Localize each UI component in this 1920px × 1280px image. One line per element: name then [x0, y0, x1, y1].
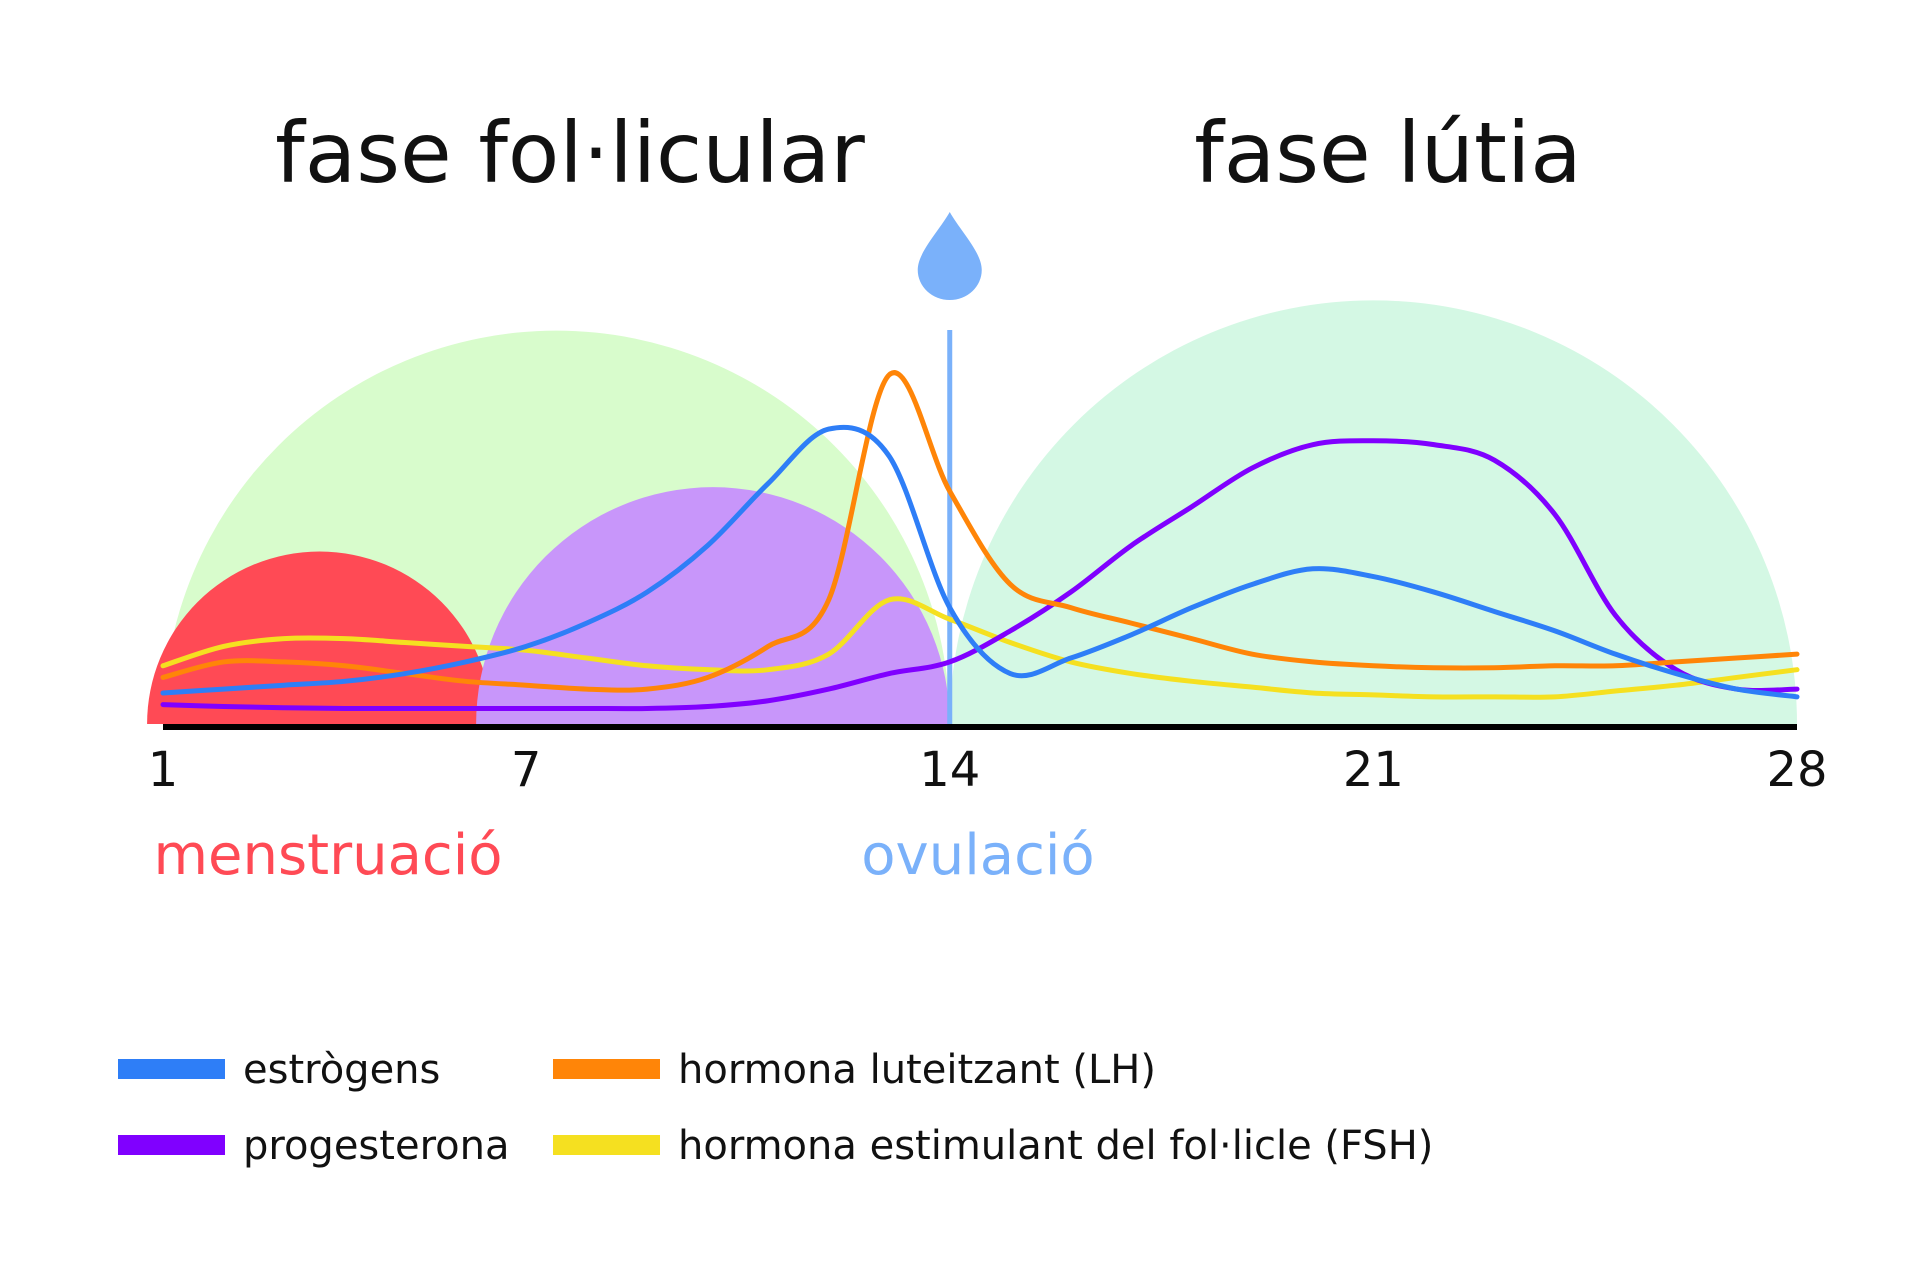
- legend-swatch-1: [118, 1135, 225, 1155]
- legend: estrògens progesterona hormona luteitzant …: [118, 1047, 1433, 1169]
- x-tick-label-1: 1: [148, 742, 179, 798]
- legend-swatch-2: [553, 1059, 660, 1079]
- legend-label-3: hormona estimulant del fol·licle (FSH): [678, 1123, 1433, 1169]
- x-tick-label-28: 28: [1766, 742, 1827, 798]
- legend-swatch-3: [553, 1135, 660, 1155]
- series-line-2: [160, 370, 1800, 693]
- x-tick-label-7: 7: [511, 742, 542, 798]
- menstruation-label: menstruació: [153, 823, 502, 888]
- follicle-region: [476, 487, 950, 724]
- legend-label-1: progesterona: [243, 1123, 509, 1169]
- phase-background-luteal: [949, 300, 1797, 724]
- legend-label-0: estrògens: [243, 1047, 440, 1093]
- x-tick-labels: 1 7 14 21 28: [148, 742, 1828, 798]
- hormone-series: [160, 370, 1800, 712]
- series-line-3: [160, 596, 1800, 700]
- phase-title-luteal: fase lútia: [1194, 104, 1582, 202]
- phase-title-follicular: fase fol·licular: [275, 104, 865, 202]
- series-line-0: [160, 424, 1800, 700]
- legend-swatch-0: [118, 1059, 225, 1079]
- series-line-1: [160, 438, 1800, 712]
- legend-label-2: hormona luteitzant (LH): [678, 1047, 1156, 1093]
- ovulation-marker: [917, 212, 982, 724]
- ovulation-drop-icon: [917, 212, 982, 300]
- x-tick-label-21: 21: [1343, 742, 1404, 798]
- x-tick-label-14: 14: [919, 742, 980, 798]
- ovulation-label: ovulació: [861, 823, 1094, 888]
